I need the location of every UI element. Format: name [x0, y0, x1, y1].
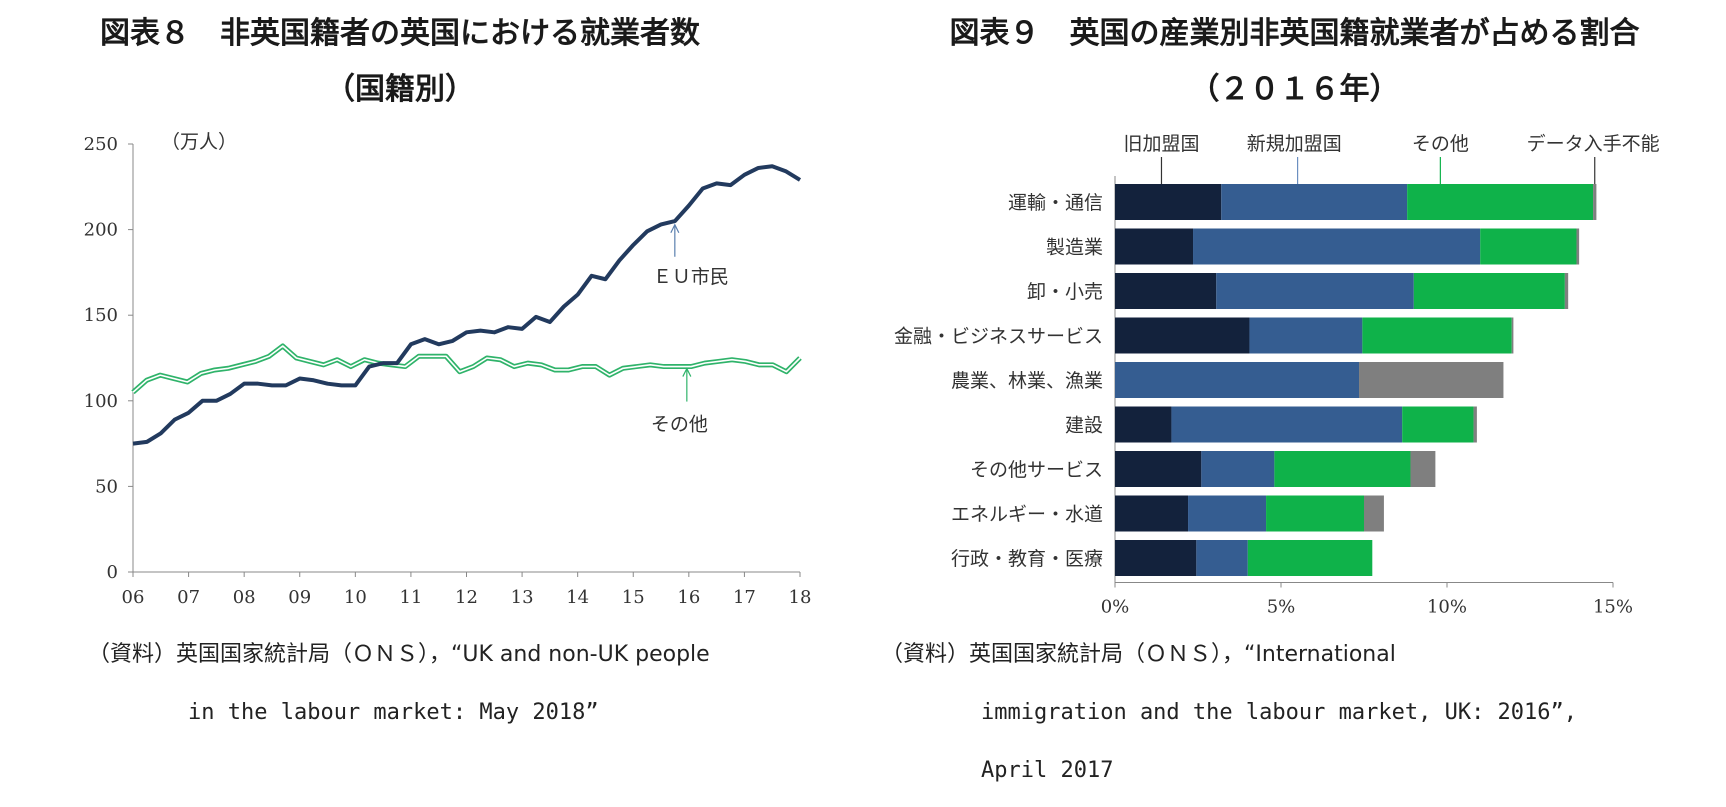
x-tick-label: 06: [122, 587, 145, 608]
category-label: 金融・ビジネスサービス: [894, 326, 1103, 348]
bar-segment: [1247, 540, 1373, 576]
x-tick-label: 10: [344, 587, 367, 608]
category-label: 建設: [1065, 415, 1103, 437]
x-tick-label: 09: [288, 587, 311, 608]
series-line-other-inner: [132, 345, 801, 393]
left-source-note: （資料）英国国家統計局（ＯＮＳ），“UK and non-UK people i…: [88, 626, 858, 742]
right-source-line-1: （資料）英国国家統計局（ＯＮＳ），“International: [881, 642, 1396, 667]
legend-label: 旧加盟国: [1123, 133, 1199, 155]
other-annotation-arrowhead: [682, 367, 692, 377]
bar-segment: [1249, 317, 1363, 354]
category-label: 農業、林業、漁業: [951, 370, 1103, 392]
category-label: その他サービス: [970, 459, 1103, 481]
bar-segment: [1402, 406, 1474, 443]
eu-series-label: ＥＵ市民: [653, 266, 729, 288]
bar-segment: [1115, 362, 1360, 398]
bar-segment: [1115, 451, 1202, 487]
bar-segment: [1407, 184, 1594, 220]
bar-segment: [1480, 228, 1577, 265]
y-tick-label: 150: [84, 305, 118, 326]
left-chart-title: 図表８ 非英国籍者の英国における就業者数: [100, 16, 700, 51]
y-tick-label: 100: [84, 391, 118, 412]
x-tick-label: 13: [511, 587, 534, 608]
bar-segment: [1188, 495, 1267, 532]
x-tick-label: 5%: [1267, 597, 1296, 618]
bar-segment: [1473, 406, 1477, 443]
bar-segment: [1274, 451, 1411, 487]
other-series-label: その他: [651, 414, 708, 436]
bar-segment: [1196, 540, 1248, 576]
bar-segment: [1511, 317, 1514, 354]
left-chart-subtitle: （国籍別）: [325, 72, 475, 107]
right-source-note: （資料）英国国家統計局（ＯＮＳ），“International immigrat…: [881, 626, 1721, 800]
y-tick-label: 0: [107, 562, 118, 583]
category-label: 製造業: [1046, 237, 1103, 259]
y-tick-label: 200: [84, 220, 118, 241]
bar-segment: [1115, 184, 1222, 220]
bar-segment: [1216, 273, 1414, 309]
legend-label: その他: [1412, 133, 1469, 155]
x-tick-label: 14: [566, 587, 589, 608]
bar-segment: [1266, 495, 1364, 532]
category-label: 卸・小売: [1027, 281, 1103, 303]
category-label: 運輸・通信: [1008, 192, 1103, 214]
series-line-eu: [132, 164, 802, 446]
x-tick-label: 10%: [1427, 597, 1467, 618]
bar-segment: [1413, 273, 1565, 309]
x-tick-label: 11: [399, 587, 422, 608]
bar-segment: [1115, 540, 1197, 576]
bar-segment: [1221, 184, 1408, 220]
right-source-line-2: immigration and the labour market, UK: 2…: [981, 700, 1578, 725]
x-tick-label: 18: [789, 587, 812, 608]
bar-segment: [1576, 228, 1580, 265]
bar-segment: [1593, 184, 1597, 220]
left-source-line-2: in the labour market: May 2018”: [188, 700, 599, 725]
x-tick-label: 15%: [1593, 597, 1633, 618]
right-figure-panel: 図表９ 英国の産業別非英国籍就業者が占める割合 （２０１６年） 旧加盟国 新規加盟…: [863, 0, 1726, 807]
bar-segment: [1115, 273, 1217, 309]
category-label: 行政・教育・医療: [951, 548, 1103, 570]
bar-segment: [1564, 273, 1569, 309]
line-chart: 0 50 100 150 200 250 （万人） 06 07 08 09 10 11 12 13 14 15 1…: [84, 131, 812, 608]
x-tick-label: 17: [733, 587, 756, 608]
bar-segment: [1362, 317, 1512, 354]
bar-segment: [1115, 406, 1172, 443]
legend-label: データ入手不能: [1527, 133, 1660, 155]
bar-segment: [1171, 406, 1403, 443]
x-tick-label: 0%: [1101, 597, 1130, 618]
category-label: エネルギー・水道: [951, 504, 1103, 526]
right-chart-title: 図表９ 英国の産業別非英国籍就業者が占める割合: [949, 16, 1640, 51]
bar-segment: [1115, 317, 1250, 354]
x-tick-label: 08: [233, 587, 256, 608]
eu-annotation-arrowhead: [670, 223, 680, 234]
bar-segment: [1410, 451, 1436, 487]
bar-segment: [1359, 362, 1504, 398]
bar-segment: [1364, 495, 1384, 532]
x-tick-label: 16: [677, 587, 700, 608]
legend-label: 新規加盟国: [1247, 133, 1342, 155]
right-source-line-3: April 2017: [981, 758, 1114, 783]
bar-segment: [1115, 228, 1194, 265]
x-tick-label: 07: [177, 587, 200, 608]
bar-segment: [1193, 228, 1481, 265]
x-tick-label: 15: [622, 587, 645, 608]
stacked-bar-chart: 旧加盟国 新規加盟国 その他 データ入手不能 0% 5% 10% 15% 運輸・通信製造業卸・小…: [894, 133, 1660, 618]
x-tick-label: 12: [455, 587, 478, 608]
left-figure-panel: 図表８ 非英国籍者の英国における就業者数 （国籍別） 0 50 100 150 200 2…: [84, 16, 858, 742]
bar-segment: [1115, 495, 1189, 532]
left-source-line-1: （資料）英国国家統計局（ＯＮＳ），“UK and non-UK people: [88, 642, 710, 667]
right-chart-subtitle: （２０１６年）: [1189, 72, 1400, 107]
y-tick-label: 50: [95, 476, 118, 497]
y-axis-unit-label: （万人）: [161, 131, 237, 153]
bar-segment: [1201, 451, 1275, 487]
y-tick-label: 250: [84, 134, 118, 155]
